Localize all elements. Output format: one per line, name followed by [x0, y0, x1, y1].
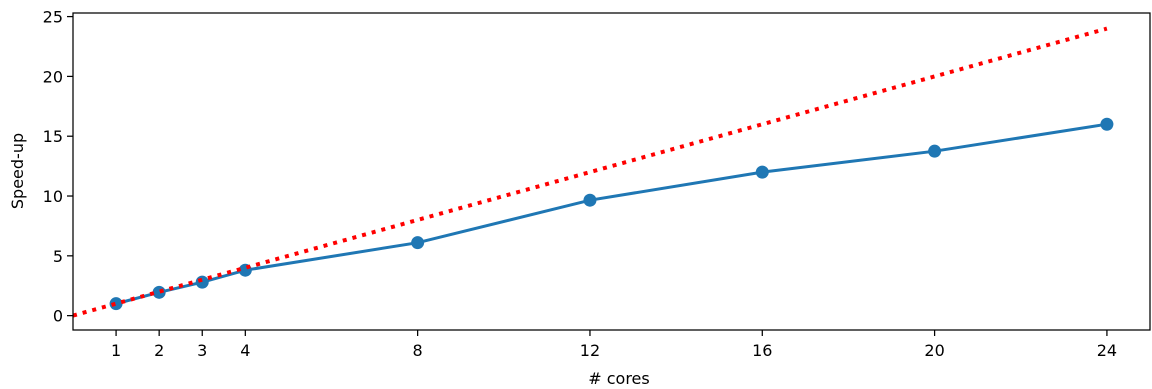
axes-frame — [72, 12, 1151, 331]
x-tick-label: 8 — [413, 341, 423, 360]
x-tick-label: 3 — [197, 341, 207, 360]
data-point — [195, 275, 209, 289]
data-point — [755, 165, 769, 179]
x-axis-ticks: 1 2 3 4 8 12 16 20 24 — [111, 330, 1117, 360]
x-tick-label: 1 — [111, 341, 121, 360]
x-tick-label: 24 — [1097, 341, 1117, 360]
ideal-speedup-line — [72, 26, 1108, 318]
x-tick-label: 16 — [752, 341, 772, 360]
y-axis-label: Speed-up — [8, 133, 27, 209]
y-tick-label: 15 — [43, 127, 63, 146]
x-tick-label: 2 — [154, 341, 164, 360]
y-tick-label: 10 — [43, 187, 63, 206]
data-point — [109, 297, 123, 311]
x-axis-label: # cores — [588, 369, 649, 388]
data-point — [928, 144, 942, 158]
x-tick-label: 4 — [240, 341, 250, 360]
x-tick-label: 20 — [924, 341, 944, 360]
data-point — [583, 193, 597, 207]
plot-area — [72, 26, 1114, 318]
y-tick-label: 25 — [43, 8, 63, 27]
y-tick-label: 0 — [53, 307, 63, 326]
y-tick-label: 20 — [43, 67, 63, 86]
data-point — [411, 236, 425, 250]
x-tick-label: 12 — [580, 341, 600, 360]
measured-speedup-line — [115, 122, 1108, 306]
data-point — [1100, 117, 1114, 131]
y-tick-label: 5 — [53, 247, 63, 266]
y-axis-ticks: 0 5 10 15 20 25 — [43, 8, 73, 326]
